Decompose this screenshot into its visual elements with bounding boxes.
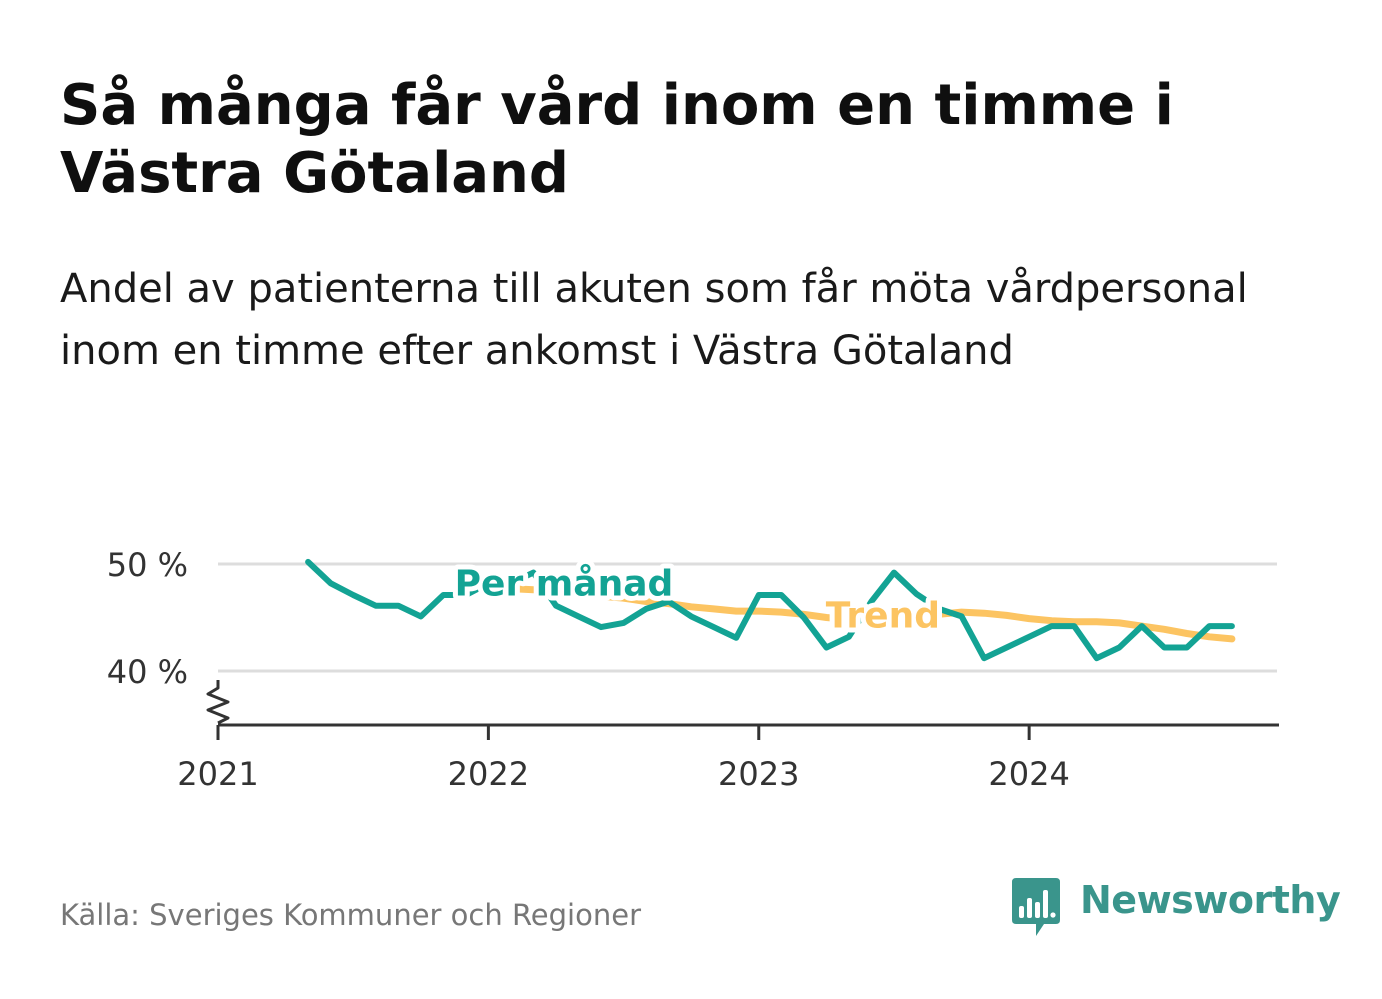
brand-name: Newsworthy [1080,878,1341,922]
series-line-1 [305,558,1235,662]
chart-subtitle: Andel av patienterna till akuten som får… [60,266,1248,374]
series-lines [305,558,1236,662]
chart-title: Så många får vård inom en timme i Västra… [60,73,1174,206]
source-note: Källa: Sveriges Kommuner och Regioner [60,898,642,932]
x-tick-label: 2024 [988,755,1069,793]
series-label-0: Trend [826,596,940,637]
line-chart: 40 % 50 % Trend Per månad 2021 2022 2023 2024 [107,546,1279,793]
axis-break-zigzag-icon [206,680,230,725]
x-tick-label: 2022 [448,755,529,793]
y-axis-labels: 40 % 50 % [107,546,188,691]
x-tick-label: 2023 [718,755,799,793]
x-tick-label: 2021 [177,755,258,793]
series-labels: Trend Per månad [450,559,945,642]
newsworthy-chart-bubble-icon [1012,878,1060,936]
y-tick-label: 40 % [107,653,188,691]
y-tick-label: 50 % [107,546,188,584]
series-line-0 [507,585,1236,643]
x-axis: 2021 2022 2023 2024 [177,680,1279,793]
series-label-1: Per månad [455,564,674,605]
gridlines [218,562,1277,673]
